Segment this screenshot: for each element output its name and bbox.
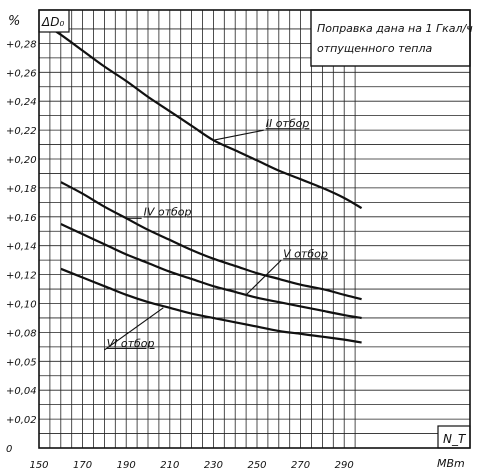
y-tick-label: +0,10 <box>6 300 37 311</box>
series-line-2 <box>60 181 362 301</box>
label-leader-4 <box>104 307 164 351</box>
note-line-2: отпущенного тепла <box>317 42 432 55</box>
y-unit-label: % <box>8 14 20 29</box>
y-tick-label: +0,08 <box>6 328 37 339</box>
y-axis-symbol: ΔD₀ <box>41 15 64 29</box>
x-unit-label: MBm <box>437 457 465 470</box>
y-tick-label: 0 <box>6 444 12 455</box>
x-tick-label: 150 <box>29 460 48 471</box>
label-leader-3 <box>245 259 282 296</box>
y-tick-label: +0,22 <box>6 126 37 137</box>
x-tick-label: 250 <box>247 460 266 471</box>
series-label-2: IV отбор <box>144 205 192 218</box>
x-tick-label: 270 <box>291 460 310 471</box>
x-tick-label: 210 <box>160 460 179 471</box>
note-line-1: Поправка дана на 1 Гкал/ч <box>317 22 473 35</box>
tick-labels: 150 170 190 210 230 250 270 290 0 +0,02 +0,04 +0,05… <box>6 39 354 471</box>
grid <box>39 10 470 448</box>
series-label-3: V отбор <box>283 247 328 260</box>
plot-frame <box>38 9 471 449</box>
x-tick-label: 190 <box>117 460 136 471</box>
y-tick-label: +0,02 <box>6 415 37 426</box>
series-labels: II отбор IV отбор V отбор VI отбор <box>104 117 328 351</box>
note-box <box>310 9 471 67</box>
series-label-4: VI отбор <box>107 337 155 350</box>
series-line-3 <box>60 223 362 320</box>
y-tick-label: +0,16 <box>6 213 37 224</box>
y-tick-label: +0,14 <box>6 242 37 253</box>
y-tick-label: +0,18 <box>6 184 37 195</box>
x-tick-label: 170 <box>73 460 92 471</box>
x-tick-label: 230 <box>204 460 223 471</box>
y-tick-label: +0,28 <box>6 39 37 50</box>
y-tick-label: +0,26 <box>6 68 37 79</box>
y-tick-label: +0,24 <box>6 97 37 108</box>
x-axis-symbol: N_T <box>443 432 467 446</box>
y-tick-label: +0,04 <box>6 386 37 397</box>
label-leader-1 <box>213 129 264 141</box>
series-line-1 <box>38 19 363 210</box>
x-tick-label: 290 <box>335 460 354 471</box>
y-tick-label: +0,20 <box>6 155 37 166</box>
y-tick-label: +0,05 <box>6 357 37 368</box>
y-tick-label: +0,12 <box>6 271 37 282</box>
series-lines <box>38 19 363 344</box>
series-line-4 <box>60 267 362 344</box>
series-label-1: II отбор <box>266 117 310 130</box>
